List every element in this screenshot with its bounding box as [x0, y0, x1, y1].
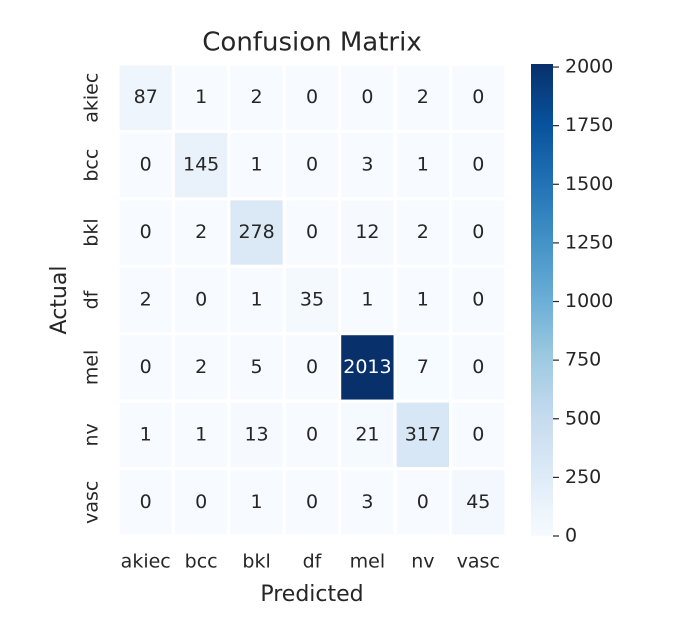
cell-label: 2013: [343, 356, 391, 378]
colorbar-tick-label: 1500: [565, 173, 613, 195]
cell-label: 1: [140, 423, 152, 445]
cell-label: 0: [472, 86, 484, 108]
heatmap-cell: [227, 129, 286, 201]
cell-label: 2: [417, 221, 429, 243]
x-tick-label: mel: [350, 551, 385, 573]
cell-label: 13: [244, 423, 268, 445]
cell-label: 1: [417, 289, 429, 311]
colorbar-tick-label: 1750: [565, 114, 613, 136]
cell-label: 0: [195, 491, 207, 513]
cell-label: 1: [361, 289, 373, 311]
x-tick-label: nv: [411, 551, 434, 573]
y-axis-label: Actual: [47, 266, 72, 335]
heatmap-cell: [282, 467, 342, 538]
colorbar-tick-label: 2000: [565, 56, 613, 78]
cell-label: 21: [355, 423, 379, 445]
x-tick-label: bcc: [185, 551, 218, 573]
colorbar-tick-label: 1250: [565, 231, 613, 253]
cell-label: 3: [361, 154, 373, 176]
y-tick-label: vasc: [81, 481, 103, 524]
colorbar: [531, 64, 553, 536]
y-tick-label: df: [81, 289, 103, 309]
cell-label: 0: [140, 154, 152, 176]
cell-label: 45: [466, 491, 490, 513]
x-tick-label: bkl: [242, 551, 270, 573]
heatmap-cell: [393, 197, 453, 268]
cell-label: 1: [195, 423, 207, 445]
cell-label: 1: [251, 289, 263, 311]
cell-label: 0: [306, 356, 318, 378]
colorbar-tick-label: 250: [565, 466, 601, 488]
cell-label: 0: [306, 86, 318, 108]
cell-label: 1: [251, 491, 263, 513]
cell-label: 317: [405, 423, 441, 445]
cell-label: 87: [134, 86, 158, 108]
cell-label: 1: [417, 154, 429, 176]
cell-label: 35: [300, 289, 324, 311]
heatmap-cell: [116, 129, 175, 201]
heatmap-cell: [116, 399, 175, 471]
colorbar-tick-label: 1000: [565, 290, 613, 312]
cell-label: 7: [417, 356, 429, 378]
y-tick-label: bcc: [81, 149, 103, 182]
x-tick-label: vasc: [457, 551, 500, 573]
heatmap-cell: [171, 399, 231, 471]
heatmap-cell: [227, 332, 286, 403]
cell-label: 0: [361, 86, 373, 108]
y-tick-label: mel: [81, 350, 103, 385]
cell-label: 0: [472, 154, 484, 176]
colorbar-tick-label: 0: [565, 525, 577, 547]
cell-label: 0: [417, 491, 429, 513]
cell-label: 0: [140, 356, 152, 378]
cell-label: 145: [183, 154, 219, 176]
x-tick-label: df: [303, 551, 323, 573]
x-tick-label: akiec: [121, 551, 171, 573]
colorbar-tick-label: 500: [565, 407, 601, 429]
cell-label: 3: [361, 491, 373, 513]
cell-label: 0: [472, 289, 484, 311]
cell-label: 0: [306, 423, 318, 445]
heatmap-cell: [227, 197, 286, 268]
cell-label: 12: [355, 221, 379, 243]
heatmap-cell: [227, 467, 286, 538]
cell-label: 0: [195, 289, 207, 311]
y-tick-label: bkl: [81, 218, 103, 246]
cell-label: 5: [251, 356, 263, 378]
cell-label: 2: [251, 86, 263, 108]
cell-label: 0: [472, 221, 484, 243]
cell-label: 0: [472, 423, 484, 445]
cell-label: 278: [238, 221, 274, 243]
heatmap-cell: [338, 467, 397, 538]
heatmap-cell: [338, 197, 397, 268]
cell-label: 2: [140, 289, 152, 311]
heatmap-cell: [393, 467, 453, 538]
cell-label: 1: [251, 154, 263, 176]
cell-label: 0: [306, 154, 318, 176]
heatmap-cell: [449, 467, 508, 538]
cell-label: 0: [306, 491, 318, 513]
cell-label: 2: [195, 356, 207, 378]
y-tick-label: akiec: [81, 73, 103, 123]
cell-label: 0: [306, 221, 318, 243]
chart-title: Confusion Matrix: [202, 28, 421, 58]
cell-label: 0: [140, 491, 152, 513]
cell-label: 0: [140, 221, 152, 243]
cell-label: 1: [195, 86, 207, 108]
x-axis-label: Predicted: [260, 582, 363, 607]
heatmap-cell: [393, 264, 453, 336]
y-tick-label: nv: [81, 423, 103, 446]
cell-label: 2: [195, 221, 207, 243]
cell-label: 0: [472, 356, 484, 378]
heatmap-cell: [116, 332, 175, 403]
colorbar-tick-label: 750: [565, 349, 601, 371]
heatmap-cell: [171, 197, 231, 268]
heatmap-cell: [171, 264, 231, 336]
cell-label: 2: [417, 86, 429, 108]
